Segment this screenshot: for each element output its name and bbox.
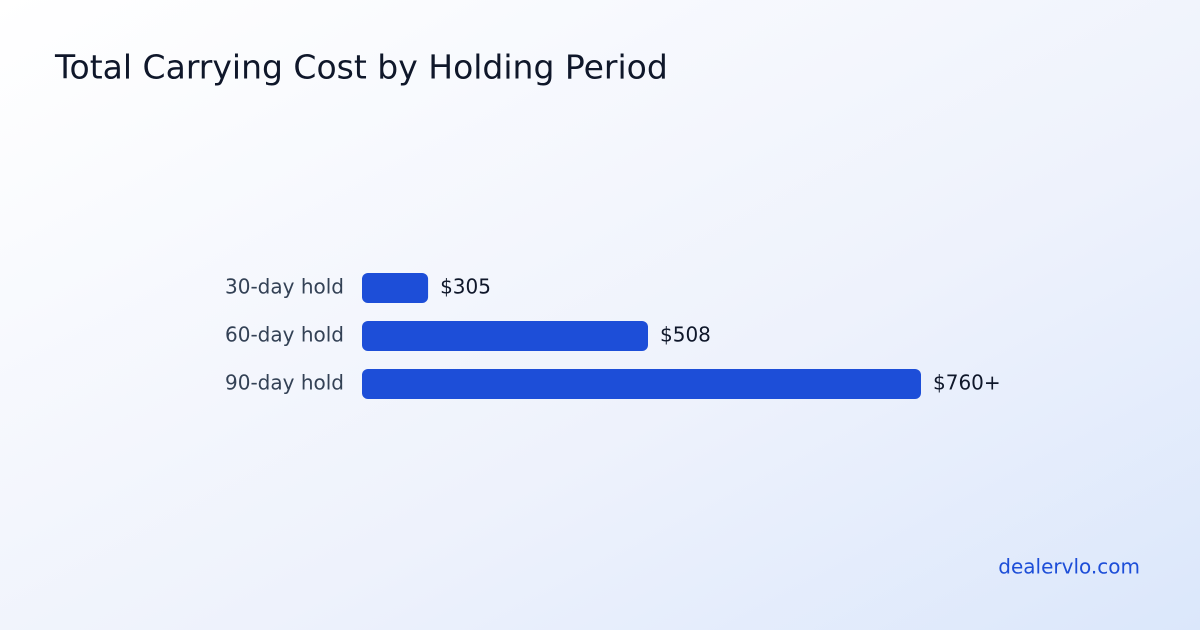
value-label: $508 [660,323,711,347]
value-label: $760+ [933,371,1001,395]
category-label: 90-day hold [225,371,344,395]
category-label: 30-day hold [225,275,344,299]
bar [362,273,429,303]
bar [362,321,648,351]
chart-title: Total Carrying Cost by Holding Period [54,48,668,87]
value-label: $305 [440,275,491,299]
source-link: dealervlo.com [998,555,1140,579]
category-label: 60-day hold [225,323,344,347]
bar [362,369,921,399]
